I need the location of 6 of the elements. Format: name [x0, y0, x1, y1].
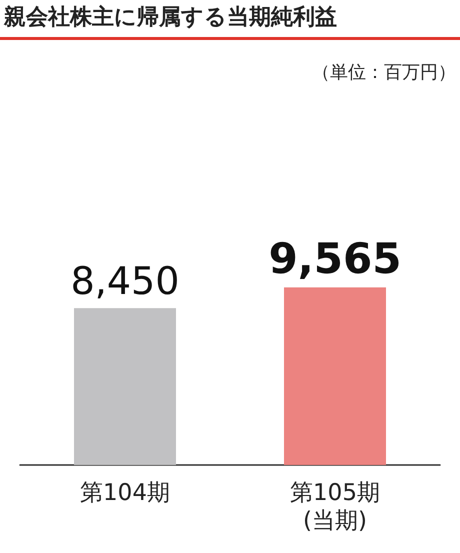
x-tick-label: 第104期 [80, 480, 170, 506]
data-label: 9,565 [268, 234, 402, 283]
chart-title: 親会社株主に帰属する当期純利益 [0, 0, 460, 40]
chart-subtitle: （単位：百万円） [312, 61, 456, 84]
x-tick-label: 第105期 (当期) [290, 480, 380, 534]
data-label: 8,450 [70, 259, 180, 304]
